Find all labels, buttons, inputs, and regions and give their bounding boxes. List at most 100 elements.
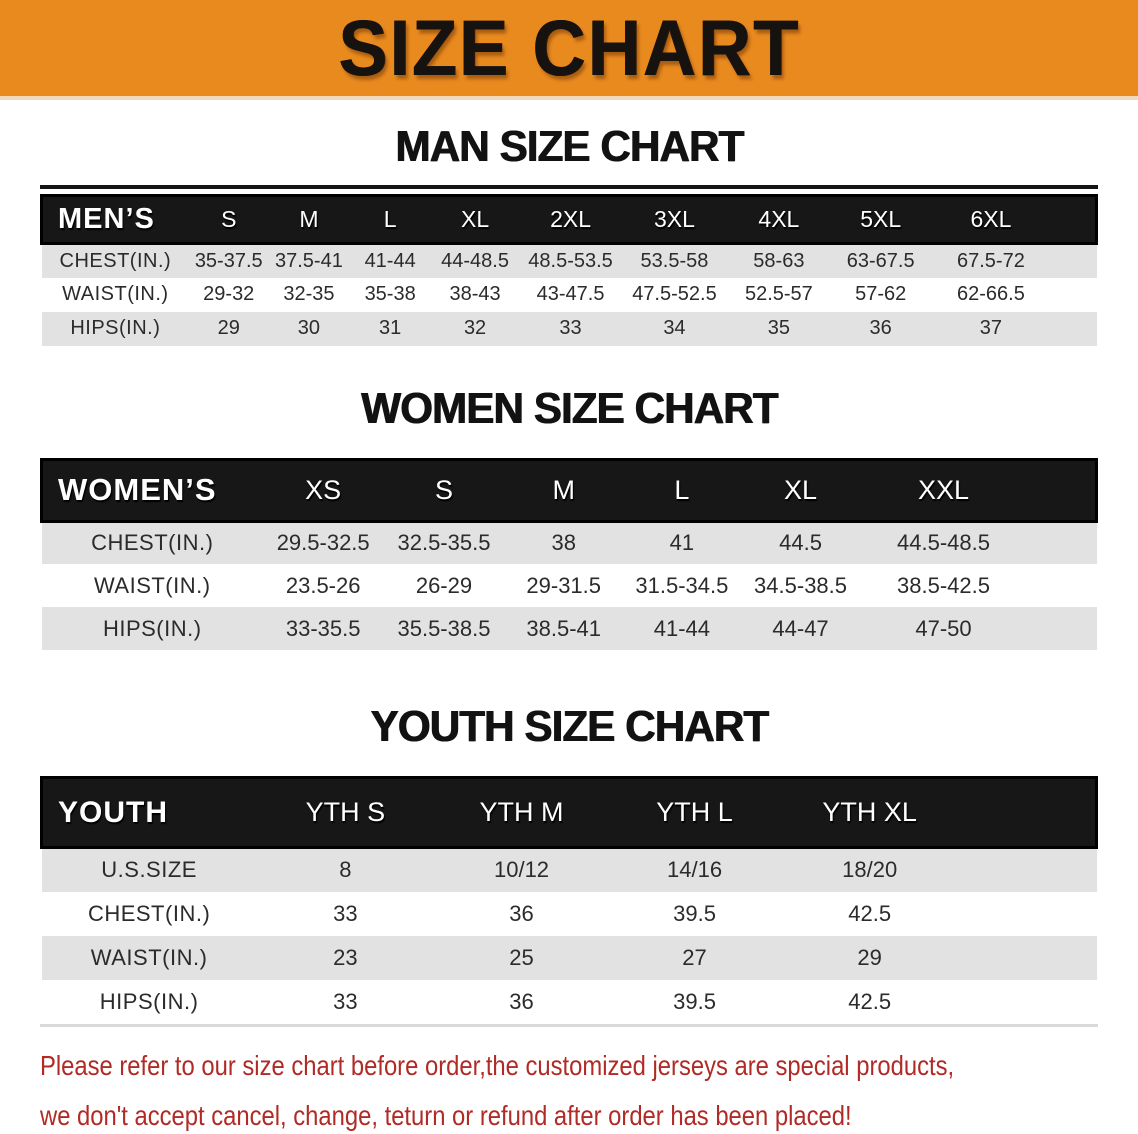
youth-ussize-row: U.S.SIZE 8 10/12 14/16 18/20 <box>41 847 1097 892</box>
cell: 63-67.5 <box>830 243 931 278</box>
cell: 47.5-52.5 <box>632 283 717 305</box>
cell: 29 <box>189 311 269 346</box>
men-col-header-6xl: 6XL <box>930 194 1052 245</box>
spacer-cell <box>959 847 1097 892</box>
cell: 29.5-32.5 <box>263 521 384 564</box>
cell: 44.5-48.5 <box>860 521 1027 564</box>
men-chest-row: CHEST(IN.) 35-37.5 37.5-41 41-44 44-48.5… <box>41 243 1097 278</box>
women-col-header-xs: XS <box>263 457 384 523</box>
cell: 29 <box>779 935 960 980</box>
cell: 39.5 <box>673 900 716 926</box>
men-col-header-2xl: 2XL <box>519 194 622 245</box>
cell: 18/20 <box>779 847 960 892</box>
row-label: WAIST(IN.) <box>62 283 169 305</box>
men-col-header-5xl: 5XL <box>830 194 931 245</box>
cell: 29-32 <box>203 283 255 305</box>
youth-hips-row: HIPS(IN.) 33 36 39.5 42.5 <box>42 980 1097 1024</box>
cell: 34 <box>621 311 728 346</box>
cell: 58-63 <box>727 243 831 278</box>
cell: 39.5 <box>673 988 716 1014</box>
spacer-cell <box>1051 311 1097 346</box>
cell: 57-62 <box>855 283 907 305</box>
cell: 25 <box>433 935 610 980</box>
cell: 10/12 <box>433 847 610 892</box>
women-hips-row: HIPS(IN.) 33-35.5 35.5-38.5 38.5-41 41-4… <box>41 607 1097 650</box>
disclaimer-line-2: we don't accept cancel, change, teturn o… <box>40 1099 852 1131</box>
cell: 8 <box>256 847 434 892</box>
cell: 38.5-42.5 <box>897 572 990 598</box>
cell: 33 <box>519 311 622 346</box>
row-label: CHEST(IN.) <box>41 243 190 278</box>
cell: 35-38 <box>364 283 416 305</box>
cell: 47-50 <box>860 607 1027 650</box>
row-label: HIPS(IN.) <box>41 607 264 650</box>
cell: 42.5 <box>848 900 892 926</box>
women-col-header-s: S <box>383 457 505 523</box>
men-col-header-4xl: 4XL <box>727 194 831 245</box>
women-size-table: WOMEN’S XS S M L XL XXL CHEST(IN.) 29.5-… <box>40 457 1098 650</box>
youth-waist-row: WAIST(IN.) 23 25 27 29 <box>41 935 1097 980</box>
cell: 44-48.5 <box>430 243 520 278</box>
cell: 41-44 <box>622 607 741 650</box>
men-col-header-xl: XL <box>430 194 520 245</box>
men-group-label: MEN’S <box>40 194 190 245</box>
header-spacer-cell <box>1026 457 1098 523</box>
row-label: HIPS(IN.) <box>99 988 199 1014</box>
disclaimer: Please refer to our size chart before or… <box>40 1047 1138 1134</box>
spacer-cell <box>959 935 1097 980</box>
cell: 53.5-58 <box>621 243 728 278</box>
header-spacer-cell <box>1051 194 1099 245</box>
youth-col-header-yth-s: YTH S <box>256 776 434 849</box>
youth-chest-row: CHEST(IN.) 33 36 39.5 42.5 <box>42 892 1097 936</box>
women-chest-row: CHEST(IN.) 29.5-32.5 32.5-35.5 38 41 44.… <box>41 521 1097 564</box>
cell: 32 <box>430 311 520 346</box>
cell: 52.5-57 <box>744 283 813 305</box>
youth-size-chart-section: YOUTH SIZE CHART YOUTH YTH S YTH M YTH L… <box>0 702 1138 1027</box>
cell: 48.5-53.5 <box>519 243 622 278</box>
spacer-cell <box>959 892 1096 936</box>
row-label: CHEST(IN.) <box>87 900 211 926</box>
cell: 27 <box>609 935 780 980</box>
women-col-header-xxl: XXL <box>860 457 1027 523</box>
cell: 38-43 <box>449 283 501 305</box>
women-col-header-l: L <box>622 457 741 523</box>
disclaimer-line-1: Please refer to our size chart before or… <box>40 1049 955 1081</box>
youth-section-title: YOUTH SIZE CHART <box>370 702 769 751</box>
cell: 44-47 <box>740 607 861 650</box>
cell: 36 <box>509 988 534 1014</box>
men-col-header-l: L <box>349 194 431 245</box>
men-waist-row: WAIST(IN.) 29-32 32-35 35-38 38-43 43-47… <box>42 278 1097 312</box>
youth-col-header-yth-l: YTH L <box>609 776 780 849</box>
spacer-cell <box>1051 278 1096 312</box>
women-col-header-m: M <box>504 457 623 523</box>
women-waist-row: WAIST(IN.) 23.5-26 26-29 29-31.5 31.5-34… <box>42 564 1097 607</box>
cell: 62-66.5 <box>956 283 1025 305</box>
cell: 41-44 <box>349 243 431 278</box>
men-col-header-s: S <box>189 194 269 245</box>
men-size-table-wrap: MEN’S S M L XL 2XL 3XL 4XL 5XL 6XL <box>40 185 1099 346</box>
cell: 32.5-35.5 <box>383 521 505 564</box>
cell: 23.5-26 <box>285 572 361 598</box>
cell: 32-35 <box>283 283 335 305</box>
men-col-header-3xl: 3XL <box>621 194 728 245</box>
youth-size-table-wrap: YOUTH YTH S YTH M YTH L YTH XL U.S.SIZE … <box>39 776 1099 1027</box>
men-size-chart-section: MAN SIZE CHART MEN’S S M L XL 2XL <box>0 122 1138 346</box>
spacer-cell <box>1026 607 1097 650</box>
women-group-label: WOMEN’S <box>40 457 264 523</box>
cell: 43-47.5 <box>536 283 605 305</box>
row-label: WAIST(IN.) <box>93 572 211 598</box>
men-header-row: MEN’S S M L XL 2XL 3XL 4XL 5XL 6XL <box>40 194 1099 245</box>
cell: 37.5-41 <box>268 243 350 278</box>
youth-header-row: YOUTH YTH S YTH M YTH L YTH XL <box>39 776 1099 849</box>
row-label: U.S.SIZE <box>41 847 257 892</box>
men-size-table: MEN’S S M L XL 2XL 3XL 4XL 5XL 6XL <box>40 194 1099 346</box>
spacer-cell <box>1027 564 1097 607</box>
page-title: SIZE CHART <box>338 3 800 93</box>
women-col-header-xl: XL <box>740 457 861 523</box>
men-section-title: MAN SIZE CHART <box>395 122 744 171</box>
spacer-cell <box>1051 243 1097 278</box>
cell: 67.5-72 <box>930 243 1052 278</box>
women-size-table-wrap: WOMEN’S XS S M L XL XXL CHEST(IN.) 29.5-… <box>40 457 1098 650</box>
youth-size-table: YOUTH YTH S YTH M YTH L YTH XL U.S.SIZE … <box>39 776 1099 1024</box>
